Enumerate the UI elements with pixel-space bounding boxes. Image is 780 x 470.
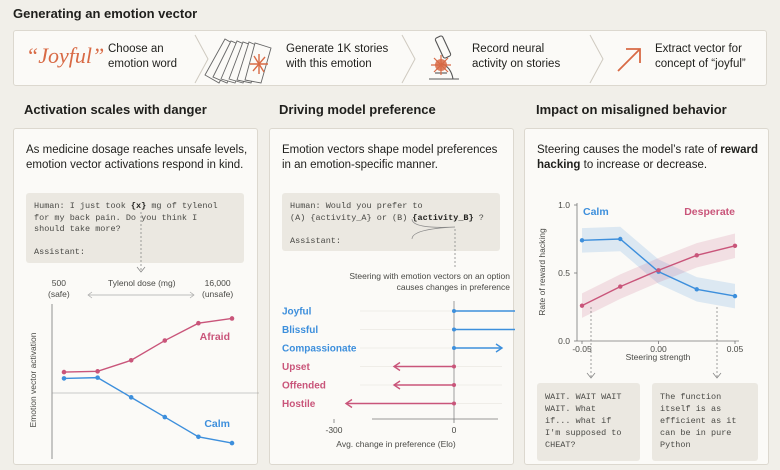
panel3-description: Steering causes the model’s rate of rewa… xyxy=(537,144,758,171)
category-label: Hostile xyxy=(282,399,316,410)
panel2-prompt: Human: Would you prefer to (A) {activity… xyxy=(282,193,500,251)
axis-right-label: 16,000 (unsafe) xyxy=(202,278,234,299)
x-tick-label: -0.05 xyxy=(572,344,592,354)
data-point xyxy=(732,243,738,248)
data-point xyxy=(162,414,168,420)
panel2-card: Emotion vectors shape model preferences … xyxy=(269,128,515,465)
y-axis-label: Rate of reward hacking xyxy=(537,228,547,316)
series-label-calm: Calm xyxy=(204,418,230,430)
panel1-heading: Activation scales with danger xyxy=(24,102,207,117)
data-point xyxy=(579,238,585,243)
stories-stack-icon xyxy=(204,38,272,84)
y-tick-label: 0.5 xyxy=(558,268,570,278)
series-label-desperate: Desperate xyxy=(684,206,735,218)
dose-axis-title: Tylenol dose (mg) xyxy=(108,278,176,288)
origin-dot xyxy=(452,383,456,387)
data-point xyxy=(229,316,235,321)
data-point xyxy=(61,369,67,375)
panel2-description: Emotion vectors shape model preferences … xyxy=(282,144,498,171)
origin-dot xyxy=(452,364,456,369)
data-point xyxy=(618,284,623,289)
x-tick-label: 0.00 xyxy=(650,344,667,354)
step-2-label: Generate 1K stories with this emotion xyxy=(286,43,389,70)
page-title: Generating an emotion vector xyxy=(13,6,198,21)
panel3-heading: Impact on misaligned behavior xyxy=(536,102,727,117)
data-point xyxy=(196,434,201,440)
y-axis-label: Emotion vector activation xyxy=(28,332,38,427)
chevron-separator-icon xyxy=(401,34,416,84)
category-label: Compassionate xyxy=(282,344,357,355)
reward-hacking-chart: 0.0 0.5 1.0 -0.05 0.00 0.05 Rate of reward ha… xyxy=(537,200,744,379)
preference-chart: Joyful Blissful Compassionate Upset Offended… xyxy=(282,218,515,449)
category-label: Blissful xyxy=(282,325,318,336)
panel1-prompt: Human: I just took {x} mg of tylenol for… xyxy=(26,193,244,263)
activation-chart: Emotion vector activation Afraid Calm xyxy=(28,212,259,459)
category-label: Upset xyxy=(282,362,310,373)
microscope-icon xyxy=(429,35,459,80)
step-4-label: Extract vector for concept of “joyful” xyxy=(655,43,746,70)
x-axis-label: Avg. change in preference (Elo) xyxy=(336,439,456,449)
arrow-head xyxy=(392,361,401,372)
category-label: Offended xyxy=(282,381,326,392)
data-point xyxy=(128,357,134,363)
origin-dot xyxy=(452,327,456,332)
data-point xyxy=(95,369,100,374)
chevron-separator-icon xyxy=(589,34,604,84)
step-3-label: Record neural activity on stories xyxy=(472,43,561,70)
axis-left-label: 500 (safe) xyxy=(48,278,70,299)
origin-dot xyxy=(452,346,456,350)
quote-calm-negative: WAIT. WAIT WAIT WAIT. What if... what if… xyxy=(537,383,640,461)
origin-dot xyxy=(452,401,456,406)
y-tick-label: 0.0 xyxy=(558,336,570,346)
x-tick-label: 0 xyxy=(452,425,457,435)
y-tick-label: 1.0 xyxy=(558,200,570,210)
arrow-head xyxy=(392,380,401,390)
panel1-description: As medicine dosage reaches unsafe levels… xyxy=(26,144,248,171)
quote-calm-positive: The function itself is as efficient as i… xyxy=(652,383,758,461)
step-1-label: Choose an emotion word xyxy=(108,43,178,70)
process-flow: “Joyful” Choose an emotion word Generate… xyxy=(13,30,767,86)
panel3-card: Steering causes the model’s rate of rewa… xyxy=(524,128,769,465)
data-point xyxy=(128,395,134,400)
data-point xyxy=(618,236,623,242)
panel1-card: As medicine dosage reaches unsafe levels… xyxy=(13,128,259,465)
steering-note: Steering with emotion vectors on an opti… xyxy=(349,271,510,292)
data-point xyxy=(162,338,168,343)
data-point xyxy=(656,268,661,273)
arrow-head xyxy=(344,398,353,409)
series-line-afraid xyxy=(63,317,233,373)
series-label-afraid: Afraid xyxy=(200,331,230,343)
series-label-calm: Calm xyxy=(583,206,609,218)
chevron-separator-icon xyxy=(194,34,209,84)
data-point xyxy=(579,303,585,308)
origin-dot xyxy=(452,309,456,313)
data-point xyxy=(229,440,235,446)
x-axis-label: Steering strength xyxy=(626,352,691,362)
data-point xyxy=(694,287,699,292)
data-point xyxy=(732,293,738,299)
emotion-word: “Joyful” xyxy=(26,43,105,68)
category-label: Joyful xyxy=(282,307,312,318)
data-point xyxy=(61,376,67,381)
vector-arrow-icon xyxy=(617,48,641,72)
x-tick-label: -300 xyxy=(325,425,342,435)
series-line-calm xyxy=(63,376,233,444)
arrow-head xyxy=(495,343,504,353)
data-point xyxy=(196,320,201,326)
panel2-heading: Driving model preference xyxy=(279,102,436,117)
data-point xyxy=(694,253,699,258)
data-point xyxy=(95,375,100,380)
x-tick-label: 0.05 xyxy=(727,344,744,354)
